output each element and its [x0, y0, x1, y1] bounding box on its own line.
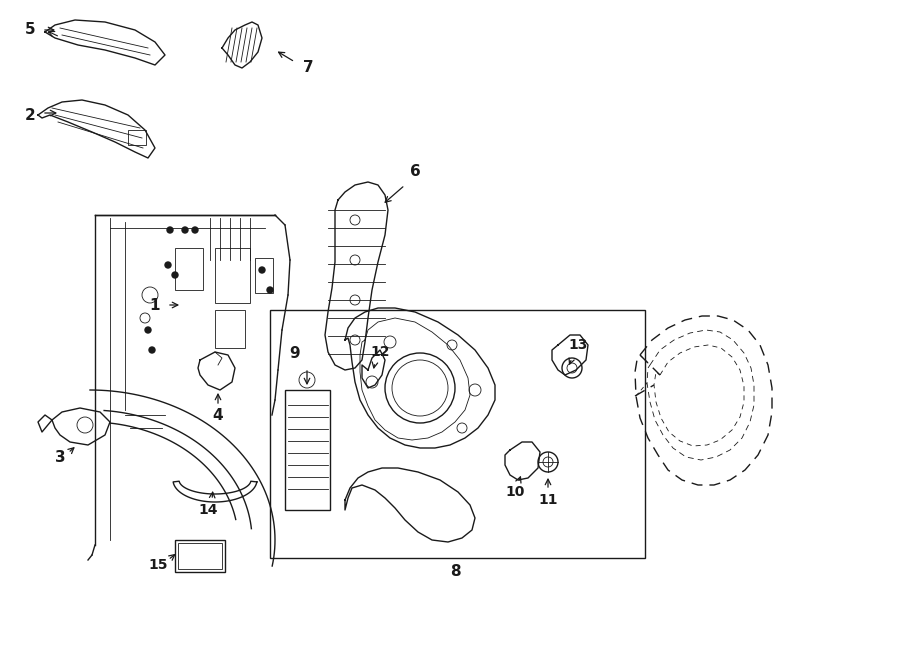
- Circle shape: [182, 227, 188, 233]
- Text: 14: 14: [198, 503, 218, 517]
- Bar: [215, 310, 245, 348]
- Text: 6: 6: [410, 165, 420, 180]
- Bar: [255, 258, 273, 293]
- Text: 5: 5: [24, 22, 35, 38]
- Circle shape: [167, 227, 173, 233]
- Text: 7: 7: [302, 61, 313, 75]
- Text: 15: 15: [148, 558, 167, 572]
- Bar: [128, 130, 146, 145]
- Text: 12: 12: [370, 345, 390, 359]
- Text: 3: 3: [55, 451, 66, 465]
- Text: 4: 4: [212, 407, 223, 422]
- Bar: [285, 390, 330, 510]
- Bar: [270, 310, 645, 558]
- Circle shape: [149, 347, 155, 353]
- Text: 11: 11: [538, 493, 558, 507]
- Circle shape: [267, 287, 273, 293]
- Bar: [178, 543, 222, 569]
- Circle shape: [172, 272, 178, 278]
- Text: 2: 2: [24, 108, 35, 122]
- Circle shape: [259, 267, 265, 273]
- Text: 9: 9: [290, 346, 301, 360]
- Text: 1: 1: [149, 297, 160, 313]
- Bar: [175, 248, 203, 290]
- Circle shape: [192, 227, 198, 233]
- Text: 8: 8: [450, 564, 460, 580]
- Circle shape: [145, 327, 151, 333]
- Circle shape: [165, 262, 171, 268]
- Text: 13: 13: [568, 338, 588, 352]
- Bar: [175, 540, 225, 572]
- Bar: [215, 248, 250, 303]
- Text: 10: 10: [505, 485, 525, 499]
